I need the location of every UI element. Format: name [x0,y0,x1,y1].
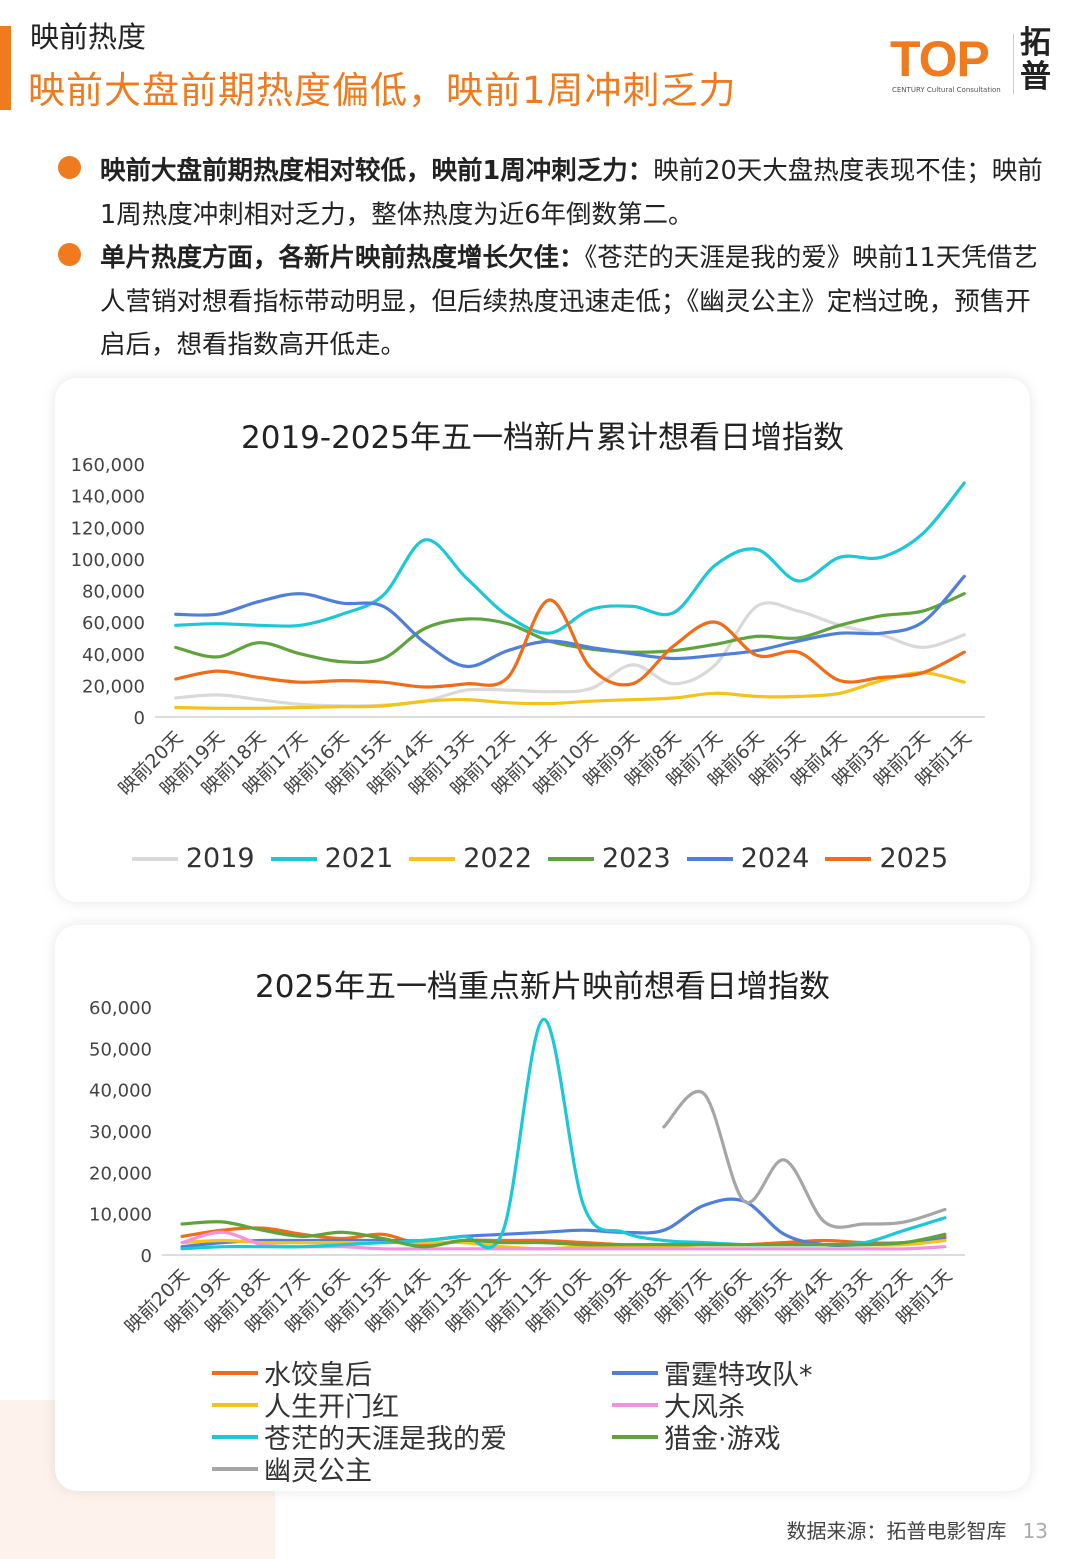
legend-label: 大风杀 [664,1392,745,1423]
logo-chinese: 拓普 [1020,25,1051,95]
series-line-2024 [174,574,966,669]
legend-label: 幽灵公主 [264,1456,372,1487]
y-tick-label: 100,000 [71,550,145,571]
legend-label: 2023 [602,843,671,874]
legend-label: 猎金·游戏 [664,1424,781,1455]
logo-word: TOP [890,31,990,87]
legend-label: 2022 [463,843,532,874]
legend-swatch [612,1370,658,1375]
series-line-猎金·游戏 [180,1220,947,1249]
y-tick-label: 60,000 [82,613,145,634]
y-tick-label: 20,000 [82,676,145,697]
legend-item: 水饺皇后 [212,1353,372,1392]
y-tick-label: 40,000 [82,645,145,666]
bullet-2-text: 《苍茫的天涯是我的爱》映前11天凭借艺人营销对想看指标带动明显，但后续热度迅速走… [100,243,1038,360]
bullet-2-lead: 单片热度方面，各新片映前热度增长欠佳： [100,243,585,273]
legend-item: 2023 [548,843,671,874]
section-label: 映前热度 [30,20,147,54]
legend-item: 2019 [131,843,255,874]
series-line-2019 [174,601,966,708]
series-line-2023 [174,592,966,665]
y-tick-label: 30,000 [89,1122,152,1143]
legend-swatch [825,856,872,861]
y-tick-label: 120,000 [71,518,145,539]
legend-label: 2019 [185,843,255,874]
legend-item: 苍茫的天涯是我的爱 [212,1417,507,1456]
legend-label: 2021 [324,843,394,874]
legend-item: 猎金·游戏 [612,1417,781,1456]
chart-title-films: 2025年五一档重点新片映前想看日增指数 [255,969,830,1005]
y-tick-label: 10,000 [89,1205,152,1226]
legend-swatch [548,856,594,861]
series-line-2022 [174,671,966,710]
legend-label: 苍茫的天涯是我的爱 [264,1424,507,1455]
logo-divider [1013,34,1014,94]
series-line-2025 [174,598,966,689]
legend-swatch [212,1402,258,1407]
series-line-幽灵公主 [662,1089,947,1229]
top-logo: TOP CENTURY Cultural Consultation 拓普 [890,26,1070,102]
logo-subtitle: CENTURY Cultural Consultation [892,86,1001,94]
page-number: 13 [1022,1519,1048,1543]
legend-item: 2022 [409,843,532,874]
legend-item: 2024 [686,843,810,874]
series-line-苍茫的天涯是我的爱 [180,1017,947,1251]
legend-swatch [409,856,456,861]
y-tick-label: 0 [134,708,145,729]
y-tick-label: 20,000 [89,1163,152,1184]
series-line-2021 [174,481,966,635]
legend-item: 雷霆特攻队* [612,1353,813,1392]
legend-swatch [612,1402,658,1407]
bullet-dot [58,156,81,179]
legend-item: 2025 [825,843,948,874]
legend-swatch [270,856,317,861]
legend-swatch [686,856,733,861]
source-text: 数据来源：拓普电影智库 [786,1519,1007,1543]
legend-item: 人生开门红 [212,1385,399,1424]
legend-item: 大风杀 [612,1385,745,1424]
legend-swatch [131,856,178,861]
legend-swatch [212,1370,258,1375]
bullet-1: 映前大盘前期热度相对较低，映前1周冲刺乏力：映前20天大盘热度表现不佳；映前1周… [58,150,1048,237]
y-tick-label: 80,000 [82,582,145,603]
y-tick-label: 50,000 [89,1039,152,1060]
legend-label: 2024 [740,843,810,874]
page-headline: 映前大盘前期热度偏低，映前1周冲刺乏力 [28,69,737,112]
legend-label: 水饺皇后 [264,1360,372,1391]
legend-label: 雷霆特攻队* [664,1360,813,1391]
y-tick-label: 0 [141,1246,152,1267]
summary-bullets: 映前大盘前期热度相对较低，映前1周冲刺乏力：映前20天大盘热度表现不佳；映前1周… [58,150,1048,368]
title-accent-bar [0,26,11,110]
legend-swatch [612,1434,658,1439]
bullet-dot [58,243,81,266]
bullet-1-lead: 映前大盘前期热度相对较低，映前1周冲刺乏力： [100,156,654,186]
source-note: 数据来源：拓普电影智库 13 [787,1515,1048,1544]
legend-swatch [212,1434,258,1439]
legend-item: 2021 [270,843,394,874]
legend-item: 幽灵公主 [212,1449,372,1488]
bullet-2: 单片热度方面，各新片映前热度增长欠佳：《苍茫的天涯是我的爱》映前11天凭借艺人营… [58,237,1048,368]
y-tick-label: 60,000 [89,998,152,1019]
legend-yearly: 2019 2021 2022 2023 2024 2025 [100,843,980,874]
legend-label: 人生开门红 [264,1392,399,1423]
y-tick-label: 40,000 [89,1081,152,1102]
legend-label: 2025 [879,843,949,874]
y-tick-label: 140,000 [71,487,145,508]
y-tick-label: 160,000 [71,455,145,476]
bullet-1-text: 映前20天大盘热度表现不佳；映前1周热度冲刺相对乏力，整体热度为近6年倒数第二。 [100,156,1043,230]
legend-swatch [212,1466,258,1471]
chart-title-yearly: 2019-2025年五一档新片累计想看日增指数 [241,420,844,456]
